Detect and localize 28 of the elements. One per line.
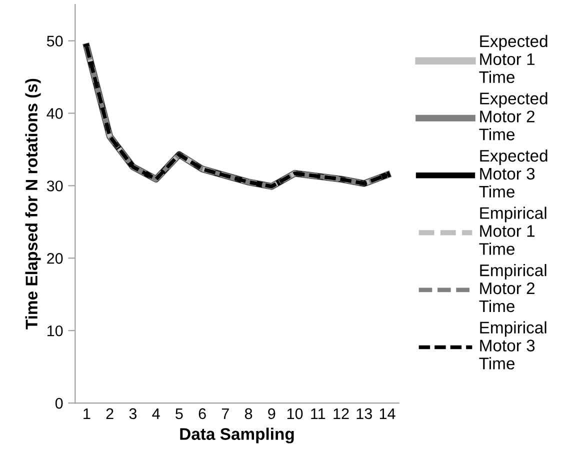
x-tick-label: 11 — [311, 408, 326, 419]
y-tick-label: 20 — [47, 253, 63, 264]
legend-label: Empirical Motor 2 Time — [479, 264, 546, 312]
legend-label: Empirical Motor 1 Time — [479, 206, 546, 255]
y-tick-label: 0 — [55, 398, 63, 409]
y-tick-label: 30 — [46, 180, 63, 192]
x-tick-label: 5 — [176, 408, 183, 420]
x-tick-label: 7 — [222, 408, 229, 419]
x-tick-label: 2 — [106, 408, 114, 419]
x-tick-label: 8 — [244, 408, 252, 420]
x-tick-label: 6 — [198, 408, 206, 420]
x-tick-label: 14 — [380, 408, 396, 419]
legend-label: Expected Motor 1 Time — [479, 34, 548, 84]
y-tick-label: 10 — [48, 325, 63, 336]
legend-label: Expected Motor 2 Time — [479, 92, 548, 140]
y-tick-label: 50 — [46, 36, 63, 46]
x-tick-label: 12 — [334, 408, 349, 419]
legend-label: Expected Motor 3 Time — [479, 149, 548, 198]
legend-label: Empirical Motor 3 Time — [479, 321, 546, 370]
y-axis-title: Time Elapsed for N rotations (s) — [25, 78, 41, 330]
x-tick-label: 10 — [287, 408, 303, 420]
x-tick-label: 1 — [84, 408, 90, 419]
x-tick-label: 13 — [356, 408, 372, 420]
x-tick-label: 4 — [152, 408, 160, 419]
y-tick-label: 40 — [46, 108, 63, 119]
x-tick-label: 9 — [268, 408, 276, 420]
x-axis-title: Data Sampling — [180, 428, 294, 444]
x-tick-label: 3 — [129, 408, 137, 420]
